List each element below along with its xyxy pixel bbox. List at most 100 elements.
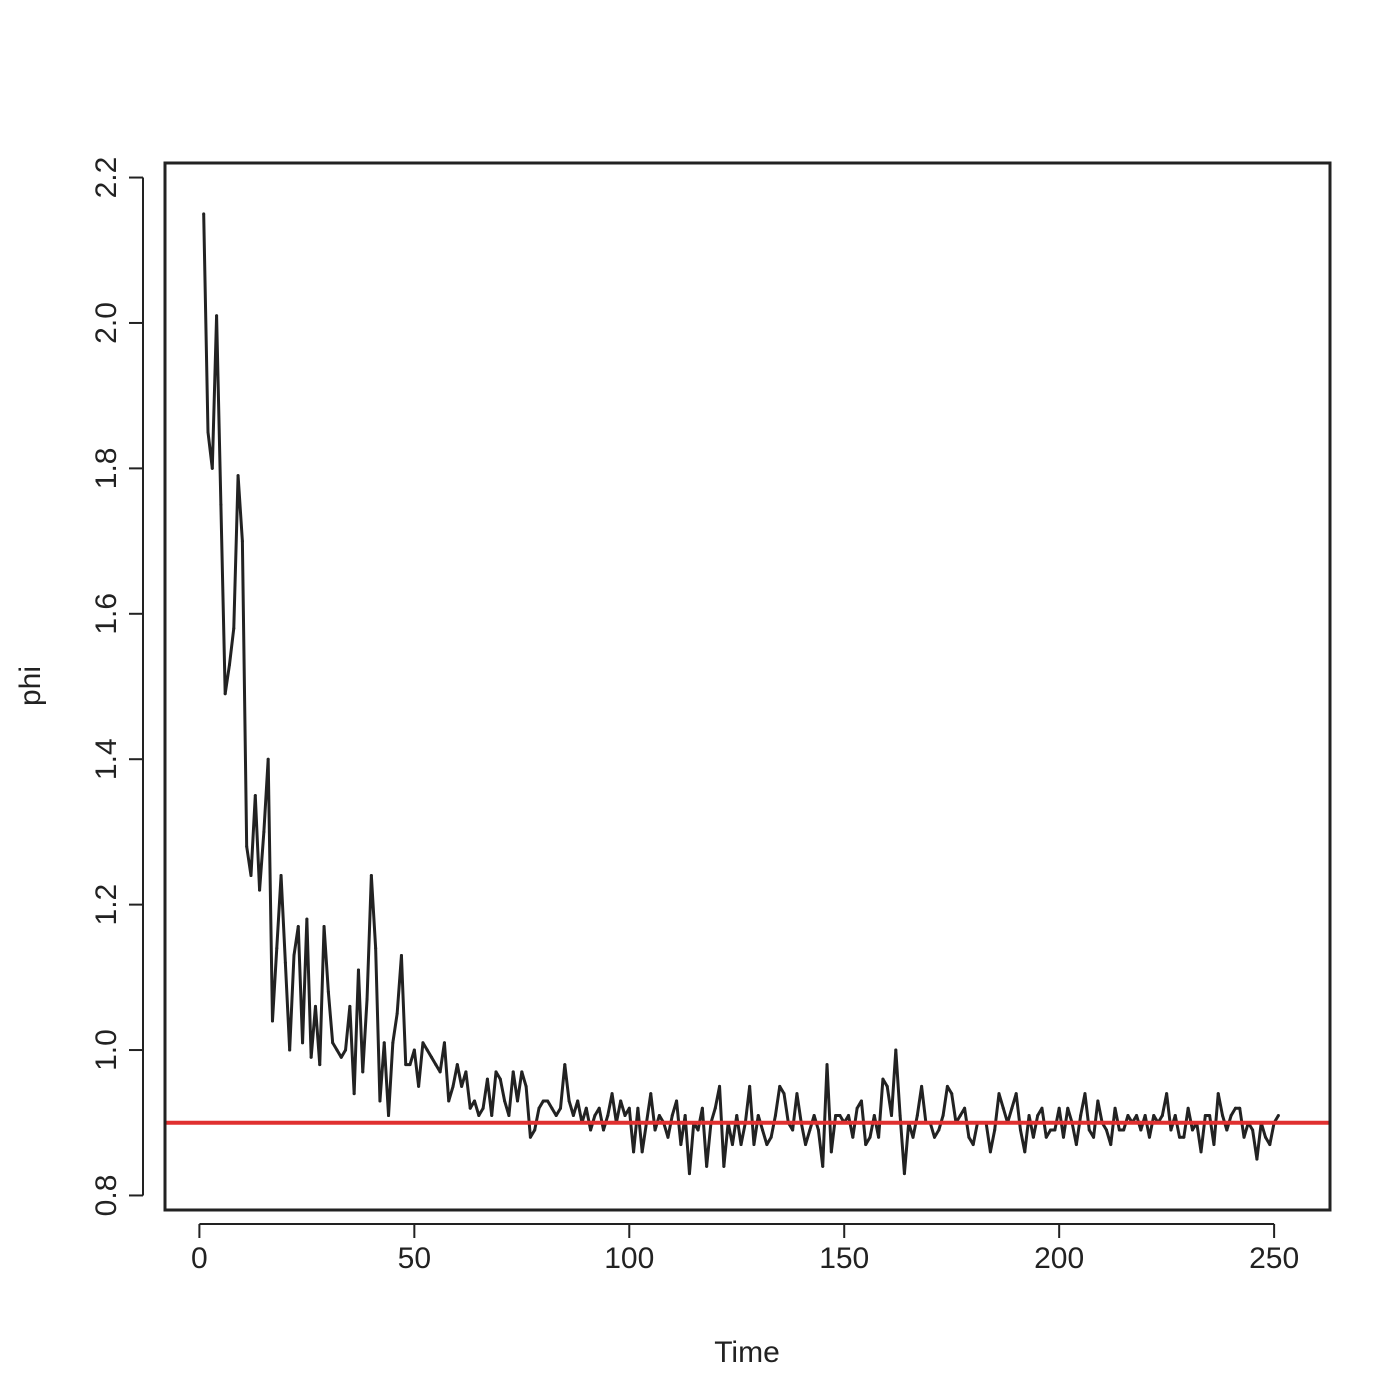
data-point bbox=[1023, 1150, 1027, 1154]
data-point bbox=[752, 1143, 756, 1147]
data-point bbox=[623, 1113, 627, 1117]
data-point bbox=[331, 1041, 335, 1045]
data-point bbox=[236, 474, 240, 478]
data-point bbox=[266, 757, 270, 761]
data-point bbox=[425, 1048, 429, 1052]
data-point bbox=[881, 1077, 885, 1081]
data-point bbox=[399, 954, 403, 958]
x-axis: 0 50 100 150 200 250 bbox=[191, 1223, 1299, 1275]
data-point bbox=[494, 1070, 498, 1074]
data-point bbox=[636, 1106, 640, 1110]
data-point bbox=[1238, 1106, 1242, 1110]
data-point bbox=[1229, 1113, 1233, 1117]
data-point bbox=[894, 1048, 898, 1052]
data-point bbox=[1074, 1143, 1078, 1147]
series-layer bbox=[202, 212, 1280, 1176]
data-point bbox=[812, 1113, 816, 1117]
data-point bbox=[305, 917, 309, 921]
data-point bbox=[687, 1172, 691, 1176]
data-point bbox=[653, 1128, 657, 1132]
data-point bbox=[365, 997, 369, 1001]
data-point bbox=[1242, 1135, 1246, 1139]
data-point bbox=[778, 1084, 782, 1088]
data-point bbox=[202, 212, 206, 216]
data-point bbox=[460, 1084, 464, 1088]
data-point bbox=[227, 663, 231, 667]
data-point bbox=[825, 1063, 829, 1067]
data-point bbox=[1122, 1128, 1126, 1132]
data-point bbox=[945, 1084, 949, 1088]
data-point bbox=[215, 314, 219, 318]
data-point bbox=[1182, 1135, 1186, 1139]
data-point bbox=[679, 1143, 683, 1147]
data-point bbox=[245, 844, 249, 848]
data-point bbox=[1057, 1106, 1061, 1110]
data-point bbox=[950, 1092, 954, 1096]
data-point bbox=[619, 1099, 623, 1103]
data-point bbox=[1160, 1113, 1164, 1117]
data-point bbox=[253, 794, 257, 798]
data-point bbox=[593, 1113, 597, 1117]
data-point bbox=[670, 1113, 674, 1117]
data-point bbox=[718, 1084, 722, 1088]
data-point bbox=[421, 1041, 425, 1045]
data-point bbox=[206, 430, 210, 434]
data-point bbox=[967, 1135, 971, 1139]
data-point bbox=[851, 1135, 855, 1139]
data-point bbox=[485, 1077, 489, 1081]
data-point bbox=[507, 1113, 511, 1117]
data-point bbox=[270, 1019, 274, 1023]
data-point bbox=[1186, 1106, 1190, 1110]
data-point bbox=[1061, 1135, 1065, 1139]
data-point bbox=[791, 1128, 795, 1132]
data-point bbox=[898, 1113, 902, 1117]
data-point bbox=[1053, 1128, 1057, 1132]
data-point bbox=[988, 1150, 992, 1154]
data-point bbox=[597, 1106, 601, 1110]
data-point bbox=[546, 1099, 550, 1103]
data-point bbox=[584, 1106, 588, 1110]
data-point bbox=[877, 1135, 881, 1139]
data-point bbox=[382, 1041, 386, 1045]
data-point bbox=[1092, 1135, 1096, 1139]
data-point bbox=[933, 1135, 936, 1139]
data-point bbox=[1001, 1106, 1005, 1110]
data-point bbox=[1178, 1135, 1182, 1139]
data-point bbox=[1109, 1143, 1113, 1147]
data-point bbox=[1031, 1135, 1035, 1139]
y-tick-label: 2.0 bbox=[90, 302, 123, 344]
data-point bbox=[301, 1041, 305, 1045]
data-point bbox=[1152, 1113, 1156, 1117]
data-point bbox=[1049, 1128, 1053, 1132]
data-point bbox=[339, 1055, 343, 1059]
data-point bbox=[993, 1128, 997, 1132]
data-point bbox=[533, 1128, 537, 1132]
data-point bbox=[649, 1092, 653, 1096]
data-point bbox=[374, 946, 378, 950]
data-point bbox=[920, 1084, 924, 1088]
data-point bbox=[412, 1048, 416, 1052]
data-point bbox=[1255, 1157, 1259, 1161]
data-point bbox=[627, 1106, 631, 1110]
data-point bbox=[404, 1063, 408, 1067]
data-point bbox=[1264, 1135, 1268, 1139]
data-point bbox=[756, 1113, 760, 1117]
data-point bbox=[640, 1150, 644, 1154]
data-point bbox=[997, 1092, 1001, 1096]
data-point bbox=[769, 1135, 773, 1139]
data-point bbox=[559, 1106, 562, 1110]
data-point bbox=[395, 1012, 399, 1016]
data-point bbox=[326, 990, 330, 994]
data-point bbox=[748, 1084, 752, 1088]
data-point bbox=[601, 1128, 605, 1132]
data-point bbox=[589, 1128, 593, 1132]
data-point bbox=[730, 1143, 734, 1147]
y-tick-label: 1.2 bbox=[90, 884, 123, 926]
data-point bbox=[240, 539, 244, 543]
x-tick-label: 200 bbox=[1034, 1242, 1084, 1275]
data-point bbox=[847, 1113, 851, 1117]
data-point bbox=[804, 1143, 808, 1147]
data-point bbox=[258, 888, 262, 892]
data-point bbox=[348, 1004, 352, 1008]
